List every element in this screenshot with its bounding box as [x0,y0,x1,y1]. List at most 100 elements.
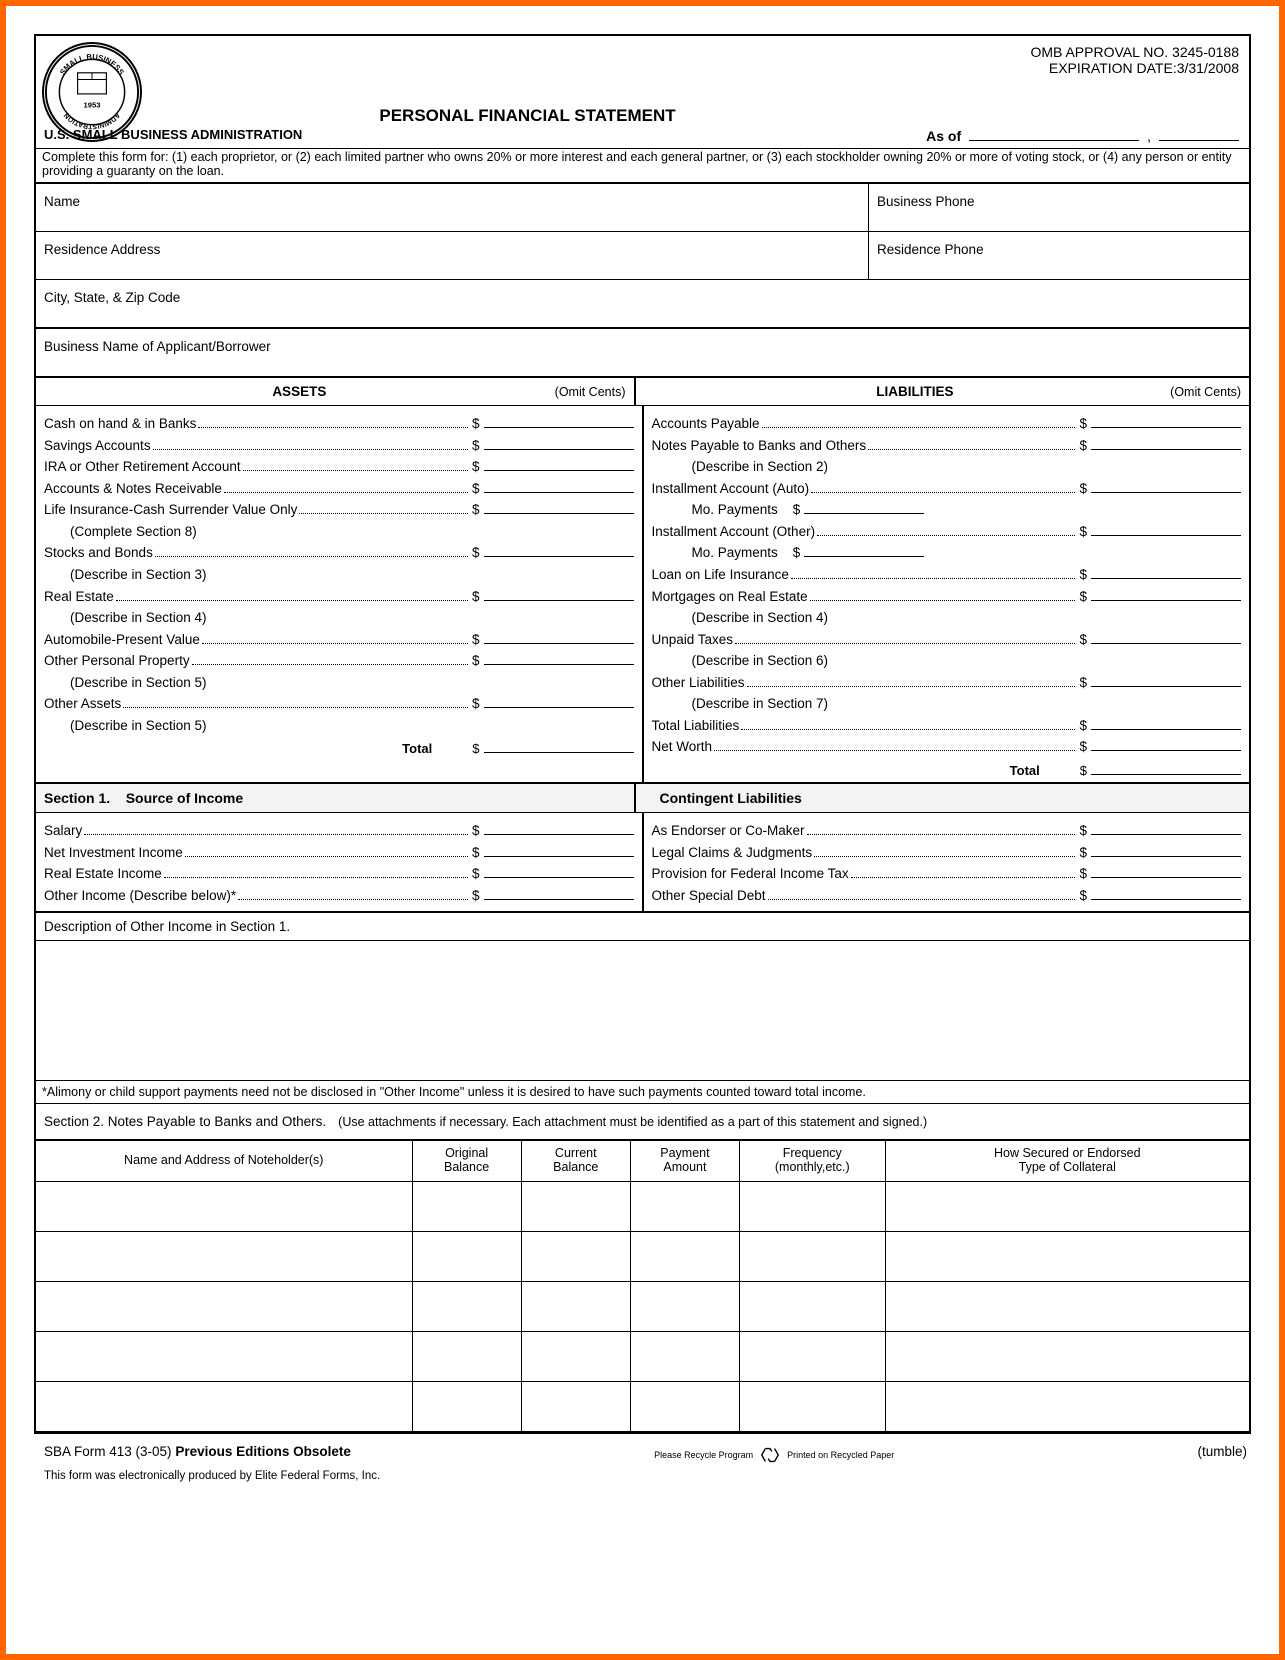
residence-address-field[interactable]: Residence Address [36,232,869,279]
notes-cell[interactable] [521,1281,630,1331]
other-income-input[interactable] [484,888,634,900]
notes-cell[interactable] [885,1181,1249,1231]
re-income-input[interactable] [484,866,634,878]
city-state-zip-field[interactable]: City, State, & Zip Code [36,280,1249,329]
notes-row[interactable] [36,1281,1249,1331]
notes-cell[interactable] [412,1381,521,1431]
mortgages-input[interactable] [1091,588,1241,600]
notes-cell[interactable] [740,1281,886,1331]
notes-table: Name and Address of Noteholder(s)Origina… [36,1140,1249,1432]
business-phone-field[interactable]: Business Phone [869,184,1249,231]
recycle-right-text: Printed on Recycled Paper [787,1450,894,1460]
name-field[interactable]: Name [36,184,869,231]
liab-total-input[interactable] [1091,763,1241,775]
notes-cell[interactable] [885,1331,1249,1381]
address-phone-row: Residence Address Residence Phone [36,232,1249,280]
other-pp-input[interactable] [484,653,634,665]
ira-input[interactable] [484,459,634,471]
liab-mortgages-note: (Describe in Section 4) [692,608,829,628]
notes-cell[interactable] [630,1331,739,1381]
notes-cell[interactable] [412,1331,521,1381]
notes-row[interactable] [36,1331,1249,1381]
notes-cell[interactable] [630,1231,739,1281]
cont-special-debt: Other Special Debt [652,886,766,906]
notes-cell[interactable] [36,1331,412,1381]
salary-input[interactable] [484,823,634,835]
special-debt-input[interactable] [1091,888,1241,900]
form-number: SBA Form 413 (3-05) [44,1444,175,1459]
cash-input[interactable] [484,416,634,428]
notes-cell[interactable] [521,1331,630,1381]
notes-cell[interactable] [36,1381,412,1431]
notes-cell[interactable] [885,1381,1249,1431]
endorser-input[interactable] [1091,823,1241,835]
notes-cell[interactable] [630,1381,739,1431]
inst-other-input[interactable] [1091,524,1241,536]
net-worth-input[interactable] [1091,739,1241,751]
notes-cell[interactable] [36,1231,412,1281]
notes-cell[interactable] [36,1281,412,1331]
notes-cell[interactable] [36,1181,412,1231]
notes-cell[interactable] [885,1231,1249,1281]
contingent-column: As Endorser or Co-Maker$ Legal Claims & … [644,813,1250,911]
other-income-desc-area[interactable] [36,941,1249,1081]
asset-life-ins: Life Insurance-Cash Surrender Value Only [44,500,297,520]
unpaid-tax-input[interactable] [1091,631,1241,643]
recycle-badge: Please Recycle Program Printed on Recycl… [654,1444,894,1466]
asset-other-note: (Describe in Section 5) [70,716,207,736]
ar-input[interactable] [484,481,634,493]
liabilities-column: Accounts Payable$ Notes Payable to Banks… [644,406,1250,782]
inst-auto-input[interactable] [1091,481,1241,493]
notes-cell[interactable] [740,1231,886,1281]
net-inv-input[interactable] [484,844,634,856]
obsolete-note: Previous Editions Obsolete [175,1444,351,1459]
liab-other-note: (Describe in Section 7) [692,694,829,714]
total-liab-input[interactable] [1091,718,1241,730]
fed-tax-input[interactable] [1091,866,1241,878]
omit-cents-left: (Omit Cents) [555,385,626,399]
notes-cell[interactable] [885,1281,1249,1331]
stocks-input[interactable] [484,545,634,557]
ap-input[interactable] [1091,416,1241,428]
residence-phone-field[interactable]: Residence Phone [869,232,1249,279]
liab-unpaid-tax-note: (Describe in Section 6) [692,651,829,671]
section2-title: Section 2. Notes Payable to Banks and Ot… [44,1114,326,1129]
assets-total-input[interactable] [484,741,634,753]
recycle-left-text: Please Recycle Program [654,1450,753,1460]
notes-input[interactable] [1091,437,1241,449]
real-estate-input[interactable] [484,588,634,600]
mo-pay-auto-input[interactable] [804,502,924,514]
other-liab-input[interactable] [1091,675,1241,687]
auto-input[interactable] [484,631,634,643]
loan-life-input[interactable] [1091,567,1241,579]
notes-row[interactable] [36,1181,1249,1231]
notes-cell[interactable] [740,1381,886,1431]
form-wrapper: SMALL BUSINESS ADMINISTRATION 1953 PERSO… [34,34,1251,1434]
produced-by: This form was electronically produced by… [34,1468,1251,1490]
notes-cell[interactable] [412,1281,521,1331]
liab-loan-life: Loan on Life Insurance [652,565,789,585]
notes-cell[interactable] [521,1231,630,1281]
cont-fed-tax: Provision for Federal Income Tax [652,864,849,884]
notes-cell[interactable] [521,1181,630,1231]
notes-cell[interactable] [630,1181,739,1231]
notes-cell[interactable] [740,1181,886,1231]
notes-row[interactable] [36,1381,1249,1431]
notes-row[interactable] [36,1231,1249,1281]
notes-cell[interactable] [412,1181,521,1231]
notes-cell[interactable] [521,1381,630,1431]
business-name-field[interactable]: Business Name of Applicant/Borrower [36,329,1249,378]
life-ins-input[interactable] [484,502,634,514]
savings-input[interactable] [484,437,634,449]
notes-cell[interactable] [630,1281,739,1331]
legal-input[interactable] [1091,844,1241,856]
assets-heading: ASSETS [44,384,555,399]
notes-cell[interactable] [412,1231,521,1281]
section1-header: Section 1. Source of Income Contingent L… [36,784,1249,813]
notes-cell[interactable] [740,1331,886,1381]
footer-row: SBA Form 413 (3-05) Previous Editions Ob… [34,1434,1251,1468]
other-assets-input[interactable] [484,696,634,708]
income-net-inv: Net Investment Income [44,843,183,863]
mo-pay-other-input[interactable] [804,545,924,557]
liab-mortgages: Mortgages on Real Estate [652,587,808,607]
